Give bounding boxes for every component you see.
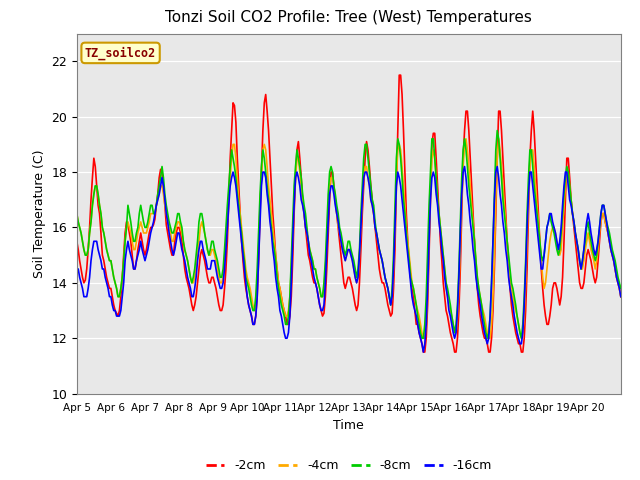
-2cm — [108, 294, 116, 300]
-16cm — [420, 349, 428, 355]
-8cm — [92, 183, 99, 189]
-2cm — [92, 164, 99, 169]
-16cm — [545, 219, 552, 225]
-16cm — [92, 239, 99, 244]
-16cm — [108, 302, 116, 308]
-4cm — [462, 136, 470, 142]
-2cm — [73, 239, 81, 244]
-8cm — [616, 280, 623, 286]
-4cm — [420, 336, 428, 341]
-8cm — [353, 275, 360, 280]
-4cm — [353, 280, 360, 286]
-16cm — [616, 286, 623, 291]
-16cm — [461, 164, 468, 169]
-4cm — [108, 266, 116, 272]
-16cm — [617, 294, 625, 300]
Line: -16cm: -16cm — [77, 167, 621, 352]
-4cm — [545, 252, 552, 258]
Line: -4cm: -4cm — [77, 139, 621, 338]
-8cm — [493, 128, 501, 133]
-16cm — [73, 266, 81, 272]
Line: -2cm: -2cm — [77, 75, 621, 352]
X-axis label: Time: Time — [333, 419, 364, 432]
-8cm — [418, 336, 426, 341]
-4cm — [616, 286, 623, 291]
-2cm — [616, 286, 623, 291]
-2cm — [545, 322, 552, 327]
Y-axis label: Soil Temperature (C): Soil Temperature (C) — [33, 149, 45, 278]
-16cm — [463, 192, 471, 197]
Line: -8cm: -8cm — [77, 131, 621, 338]
-8cm — [462, 147, 470, 153]
-2cm — [396, 72, 403, 78]
-4cm — [617, 294, 625, 300]
-8cm — [73, 211, 81, 216]
-2cm — [420, 349, 428, 355]
-4cm — [463, 147, 471, 153]
Legend: -2cm, -4cm, -8cm, -16cm: -2cm, -4cm, -8cm, -16cm — [200, 455, 497, 477]
-2cm — [463, 108, 471, 114]
-2cm — [353, 308, 360, 313]
-16cm — [353, 280, 360, 286]
Title: Tonzi Soil CO2 Profile: Tree (West) Temperatures: Tonzi Soil CO2 Profile: Tree (West) Temp… — [165, 11, 532, 25]
-8cm — [108, 266, 116, 272]
-2cm — [617, 294, 625, 300]
-8cm — [617, 286, 625, 291]
-8cm — [545, 219, 552, 225]
-4cm — [73, 211, 81, 216]
Text: TZ_soilco2: TZ_soilco2 — [85, 46, 156, 60]
-4cm — [92, 183, 99, 189]
